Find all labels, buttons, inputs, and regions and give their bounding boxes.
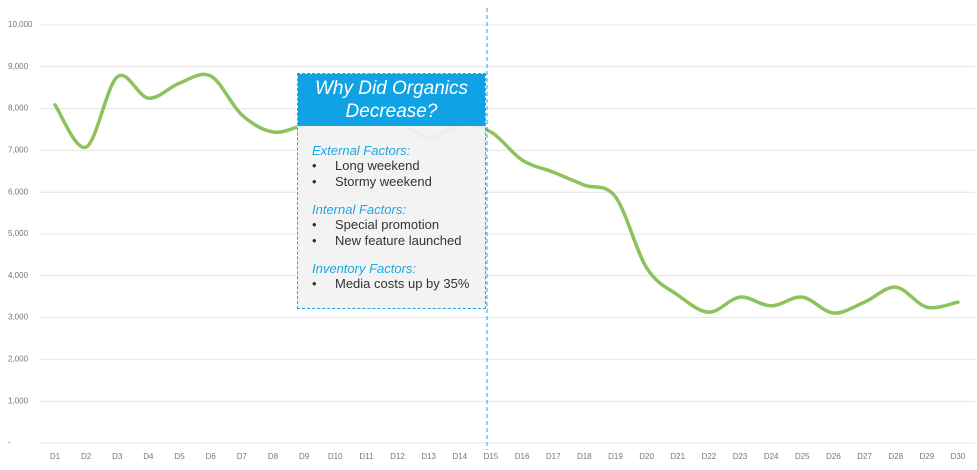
factor-item: New feature launched xyxy=(312,233,485,249)
x-tick-label: D26 xyxy=(826,452,841,461)
x-tick-label: D7 xyxy=(237,452,248,461)
series-line xyxy=(53,72,960,315)
x-tick-label: D29 xyxy=(920,452,935,461)
factor-item: Stormy weekend xyxy=(312,174,485,190)
annotation-title: Why Did Organics Decrease? xyxy=(298,74,485,126)
y-tick-label: 5,000 xyxy=(8,229,29,238)
section-heading: Inventory Factors: xyxy=(312,261,417,276)
x-tick-label: D19 xyxy=(608,452,623,461)
x-tick-label: D16 xyxy=(515,452,530,461)
annotation-body: External Factors:Long weekendStormy week… xyxy=(298,126,485,292)
section-heading: External Factors: xyxy=(312,143,411,158)
y-tick-label: - xyxy=(8,438,11,447)
x-tick-label: D8 xyxy=(268,452,279,461)
factor-list: Media costs up by 35% xyxy=(312,276,485,292)
x-tick-label: D11 xyxy=(359,452,374,461)
x-tick-label: D21 xyxy=(670,452,685,461)
factor-item: Special promotion xyxy=(312,217,485,233)
x-tick-label: D2 xyxy=(81,452,92,461)
x-tick-label: D30 xyxy=(951,452,966,461)
y-tick-label: 7,000 xyxy=(8,146,29,155)
x-tick-label: D20 xyxy=(639,452,654,461)
x-tick-label: D4 xyxy=(143,452,154,461)
y-tick-label: 10,000 xyxy=(8,20,33,29)
x-tick-label: D5 xyxy=(174,452,185,461)
y-tick-label: 8,000 xyxy=(8,104,29,113)
x-tick-label: D28 xyxy=(888,452,903,461)
x-tick-label: D24 xyxy=(764,452,779,461)
x-tick-label: D25 xyxy=(795,452,810,461)
y-tick-label: 2,000 xyxy=(8,355,29,364)
x-tick-label: D14 xyxy=(452,452,467,461)
y-tick-label: 6,000 xyxy=(8,187,29,196)
factor-list: Long weekendStormy weekend xyxy=(312,158,485,189)
x-tick-label: D17 xyxy=(546,452,561,461)
x-tick-label: D1 xyxy=(50,452,61,461)
annotation-box: Why Did Organics Decrease? External Fact… xyxy=(297,73,486,309)
factor-item: Long weekend xyxy=(312,158,485,174)
factor-list: Special promotionNew feature launched xyxy=(312,217,485,248)
x-tick-label: D9 xyxy=(299,452,310,461)
x-tick-label: D15 xyxy=(484,452,499,461)
x-tick-label: D23 xyxy=(733,452,748,461)
x-tick-label: D6 xyxy=(206,452,217,461)
x-tick-label: D10 xyxy=(328,452,343,461)
y-tick-label: 4,000 xyxy=(8,271,29,280)
x-tick-label: D18 xyxy=(577,452,592,461)
section-heading: Internal Factors: xyxy=(312,202,406,217)
x-tick-label: D12 xyxy=(390,452,405,461)
x-tick-label: D3 xyxy=(112,452,123,461)
x-tick-label: D22 xyxy=(702,452,717,461)
y-tick-label: 9,000 xyxy=(8,62,29,71)
x-tick-label: D27 xyxy=(857,452,872,461)
x-tick-label: D13 xyxy=(421,452,436,461)
y-tick-label: 1,000 xyxy=(8,396,29,405)
factor-item: Media costs up by 35% xyxy=(312,276,485,292)
y-tick-label: 3,000 xyxy=(8,313,29,322)
